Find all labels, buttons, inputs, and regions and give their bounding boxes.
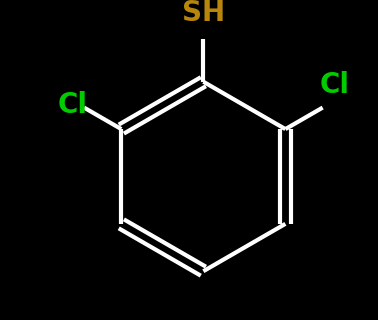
Text: Cl: Cl — [319, 71, 349, 99]
Text: SH: SH — [182, 0, 225, 27]
Text: Cl: Cl — [57, 91, 88, 119]
